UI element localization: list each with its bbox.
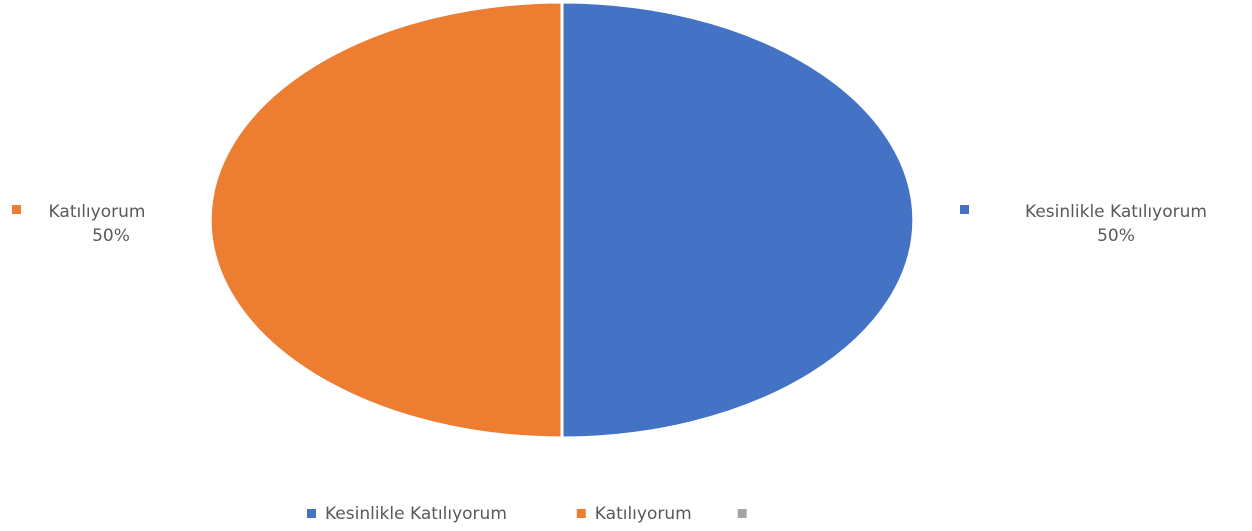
pie-slices (208, 0, 916, 440)
data-label-marker (12, 205, 21, 214)
legend-swatch (576, 509, 586, 518)
legend-entry-blank (737, 509, 747, 518)
data-label-category: Kesinlikle Katılıyorum (1025, 202, 1207, 222)
data-label-percent: 50% (92, 226, 130, 246)
legend-label: Kesinlikle Katılıyorum (325, 504, 507, 524)
data-label-percent: 50% (1097, 226, 1135, 246)
legend-label: Katılıyorum (595, 504, 692, 524)
data-labels: Kesinlikle Katılıyorum 50% Katılıyorum 50% (12, 202, 1207, 246)
pie-slice-katiliyorum (208, 0, 564, 440)
chart-legend: Kesinlikle Katılıyorum Katılıyorum (307, 504, 747, 524)
pie-slice-kesinlikle-katiliyorum (560, 0, 916, 440)
legend-swatch (737, 509, 747, 518)
legend-swatch (307, 509, 316, 518)
data-label-kesinlikle-katiliyorum: Kesinlikle Katılıyorum 50% (960, 202, 1207, 246)
legend-entry-katiliyorum: Katılıyorum (576, 504, 692, 524)
data-label-category: Katılıyorum (49, 202, 146, 222)
data-label-katiliyorum: Katılıyorum 50% (12, 202, 145, 246)
legend-entry-kesinlikle-katiliyorum: Kesinlikle Katılıyorum (307, 504, 507, 524)
data-label-marker (960, 205, 969, 214)
